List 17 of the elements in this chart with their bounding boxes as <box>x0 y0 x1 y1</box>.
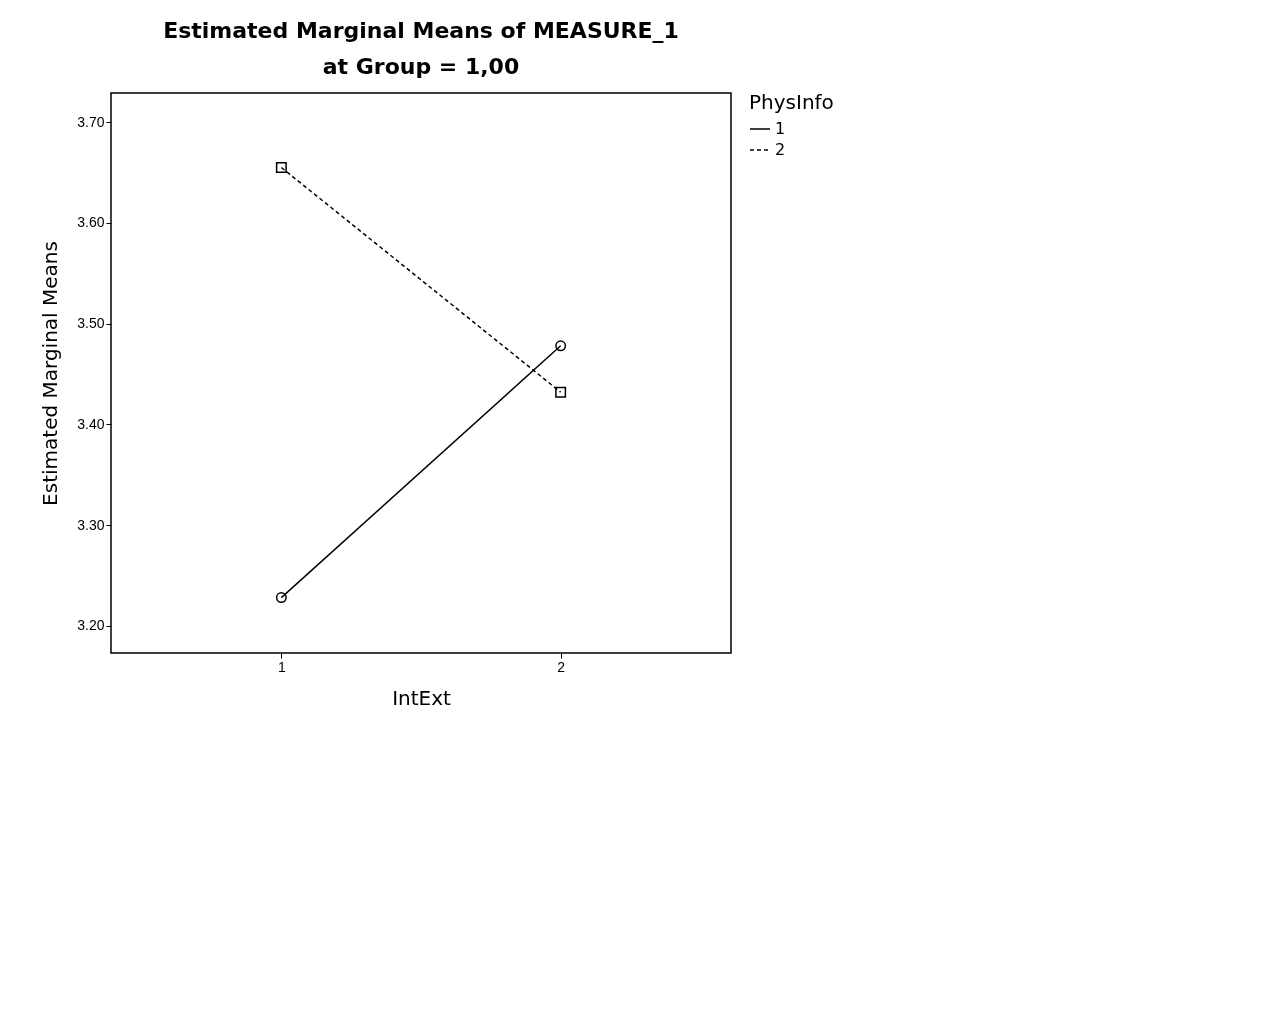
y-tick-label: 3.20 <box>77 617 105 634</box>
x-axis-title: IntExt <box>392 685 452 710</box>
y-tick-label: 3.60 <box>77 214 105 231</box>
y-tick-label: 3.30 <box>77 516 105 533</box>
point <box>275 592 287 604</box>
y-tick-label: 3.50 <box>77 315 105 332</box>
chart-title: Estimated Marginal Means of MEASURE_1 <box>163 18 679 43</box>
y-tick-label: 3.40 <box>77 415 105 432</box>
legend-label: 1 <box>775 119 786 138</box>
y-axis-title: Estimated Marginal Means <box>38 241 63 506</box>
y-tick-label: 3.70 <box>77 113 105 130</box>
point <box>555 340 567 352</box>
chart-subtitle: at Group = 1,00 <box>322 54 520 79</box>
point <box>555 386 567 398</box>
legend-label: 2 <box>775 140 786 159</box>
point <box>275 162 287 174</box>
legend-title: PhysInfo <box>749 90 834 114</box>
